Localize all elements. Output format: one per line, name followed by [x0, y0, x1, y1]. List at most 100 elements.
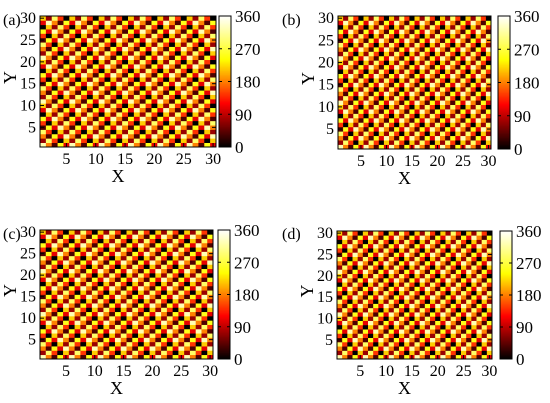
heatmap-cell	[388, 286, 395, 292]
heatmap-cell	[419, 42, 426, 48]
heatmap-cell	[63, 234, 70, 239]
heatmap-cell	[430, 303, 436, 309]
heatmap-cell	[132, 307, 139, 313]
heatmap-cell	[358, 95, 364, 101]
x-tick-label: 10	[88, 151, 104, 168]
heatmap-cell	[409, 113, 415, 119]
colorbar-step	[219, 26, 231, 29]
heatmap-cell	[394, 91, 400, 97]
heatmap-cell	[471, 286, 477, 292]
heatmap-cell	[373, 135, 380, 141]
heatmap-cell	[338, 117, 344, 123]
heatmap-cell	[40, 333, 47, 338]
colorbar-step	[500, 296, 512, 298]
colorbar-step	[219, 60, 231, 63]
heatmap-cell	[174, 90, 182, 95]
heatmap-cell	[166, 311, 173, 317]
heatmap-cell	[97, 298, 104, 304]
colorbar-step	[498, 91, 510, 94]
heatmap-cell	[172, 294, 179, 300]
heatmap-cell	[470, 60, 477, 66]
heatmap-cell	[68, 307, 75, 313]
heatmap-cell	[348, 38, 354, 43]
heatmap-cell	[163, 133, 170, 139]
heatmap-cell	[68, 354, 75, 360]
heatmap-cell	[98, 72, 105, 78]
heatmap-cell	[184, 350, 191, 356]
colorbar-step	[500, 264, 512, 266]
heatmap-cell	[414, 337, 421, 343]
heatmap-cell	[445, 126, 451, 132]
heatmap-cell	[189, 350, 197, 356]
heatmap-cell	[45, 324, 52, 330]
heatmap-cell	[389, 109, 395, 114]
heatmap-cell	[180, 116, 188, 122]
heatmap-cell	[138, 285, 145, 291]
heatmap-cell	[104, 85, 111, 91]
colorbar-step	[219, 112, 231, 115]
heatmap-cell	[475, 144, 482, 150]
heatmap-cell	[172, 242, 179, 248]
heatmap-cell	[198, 59, 205, 65]
heatmap-cell	[91, 303, 99, 308]
heatmap-cell	[103, 234, 110, 239]
heatmap-cell	[481, 277, 488, 283]
heatmap-cell	[57, 281, 64, 287]
heatmap-cell	[378, 24, 385, 30]
plot-frame	[39, 229, 214, 360]
heatmap-cell	[63, 50, 70, 56]
heatmap-cell	[69, 37, 76, 43]
heatmap-cell	[138, 268, 145, 274]
heatmap-cell	[57, 112, 64, 117]
heatmap-cell	[97, 238, 104, 244]
heatmap-cell	[104, 29, 111, 34]
heatmap-cell	[103, 294, 110, 300]
heatmap-cell	[461, 277, 467, 283]
heatmap-cell	[357, 239, 364, 245]
heatmap-cell	[347, 303, 353, 309]
heatmap-cell	[178, 255, 185, 261]
heatmap-cell	[169, 50, 176, 56]
heatmap-cell	[409, 131, 415, 137]
heatmap-cell	[389, 135, 395, 141]
heatmap-cell	[445, 269, 452, 275]
heatmap-cell	[389, 117, 395, 123]
heatmap-cell	[180, 55, 188, 61]
heatmap-cell	[210, 138, 217, 143]
heatmap-cell	[45, 320, 52, 325]
heatmap-cell	[450, 16, 456, 21]
heatmap-cell	[109, 320, 116, 325]
heatmap-cell	[186, 142, 193, 148]
heatmap-cell	[373, 69, 380, 74]
heatmap-cell	[40, 260, 47, 265]
heatmap-cell	[363, 42, 369, 48]
heatmap-cell	[414, 243, 421, 249]
heatmap-cell	[132, 346, 139, 351]
heatmap-cell	[470, 24, 477, 30]
heatmap-cell	[461, 286, 467, 292]
heatmap-cell	[172, 307, 179, 313]
heatmap-cell	[40, 46, 47, 52]
heatmap-cell	[485, 95, 492, 101]
heatmap-cell	[470, 140, 477, 145]
colorbar-step	[498, 121, 510, 123]
heatmap-cell	[166, 328, 173, 334]
heatmap-cell	[163, 142, 170, 148]
heatmap-cell	[138, 350, 145, 356]
heatmap-cell	[45, 242, 52, 248]
colorbar-tick-label: 0	[235, 138, 244, 157]
heatmap-cell	[435, 269, 441, 275]
heatmap-cell	[161, 294, 168, 300]
colorbar-step	[500, 265, 512, 268]
colorbar-step	[219, 102, 231, 105]
heatmap-cell	[378, 260, 384, 266]
heatmap-cell	[476, 243, 483, 249]
heatmap-cell	[414, 295, 421, 300]
heatmap-cell	[434, 109, 441, 114]
colorbar-step	[219, 107, 231, 110]
heatmap-cell	[184, 294, 191, 300]
heatmap-cell	[92, 42, 100, 47]
heatmap-cell	[172, 264, 179, 270]
